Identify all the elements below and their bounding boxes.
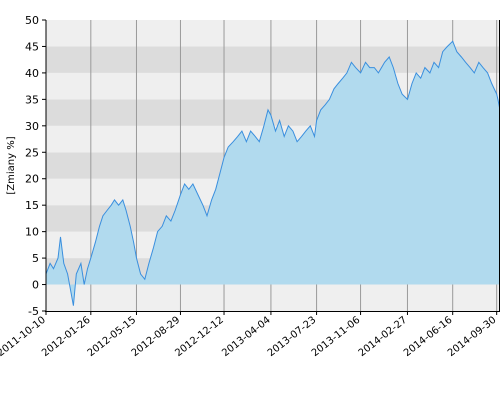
x-tick-label: 2013-04-04 xyxy=(220,315,273,359)
y-tick-label: 40 xyxy=(25,67,39,80)
band xyxy=(46,284,500,311)
y-axis: -5 0 5 10 15 20 25 30 35 40 45 50 xyxy=(25,14,500,318)
y-tick-label: 35 xyxy=(25,93,39,106)
y-tick-label: 5 xyxy=(32,252,39,265)
x-tick-label: 2014-09-30 xyxy=(446,315,499,359)
y-tick-label: 45 xyxy=(25,40,39,53)
x-tick-label: 2014-02-27 xyxy=(357,315,410,359)
y-tick-label: 10 xyxy=(25,226,39,239)
x-tick-label: 2012-12-12 xyxy=(173,315,226,359)
x-axis: 2011-10-102012-01-262012-05-152012-08-29… xyxy=(0,311,499,359)
y-tick-label: 25 xyxy=(25,146,39,159)
y-tick-label: 30 xyxy=(25,120,39,133)
x-tick-label: 2013-11-06 xyxy=(310,315,363,359)
x-tick-label: 2012-01-26 xyxy=(40,315,93,359)
y-tick-label: 15 xyxy=(25,199,39,212)
series-line xyxy=(45,40,500,306)
y-tick-label: 0 xyxy=(32,279,39,292)
y-tick-label: 20 xyxy=(25,173,39,186)
y-tick-label: 50 xyxy=(25,14,39,27)
y-tick-label: -5 xyxy=(28,305,39,318)
area-above-zero xyxy=(46,41,500,306)
band xyxy=(46,20,500,47)
y-axis-label: [Zmiany %] xyxy=(6,136,17,194)
